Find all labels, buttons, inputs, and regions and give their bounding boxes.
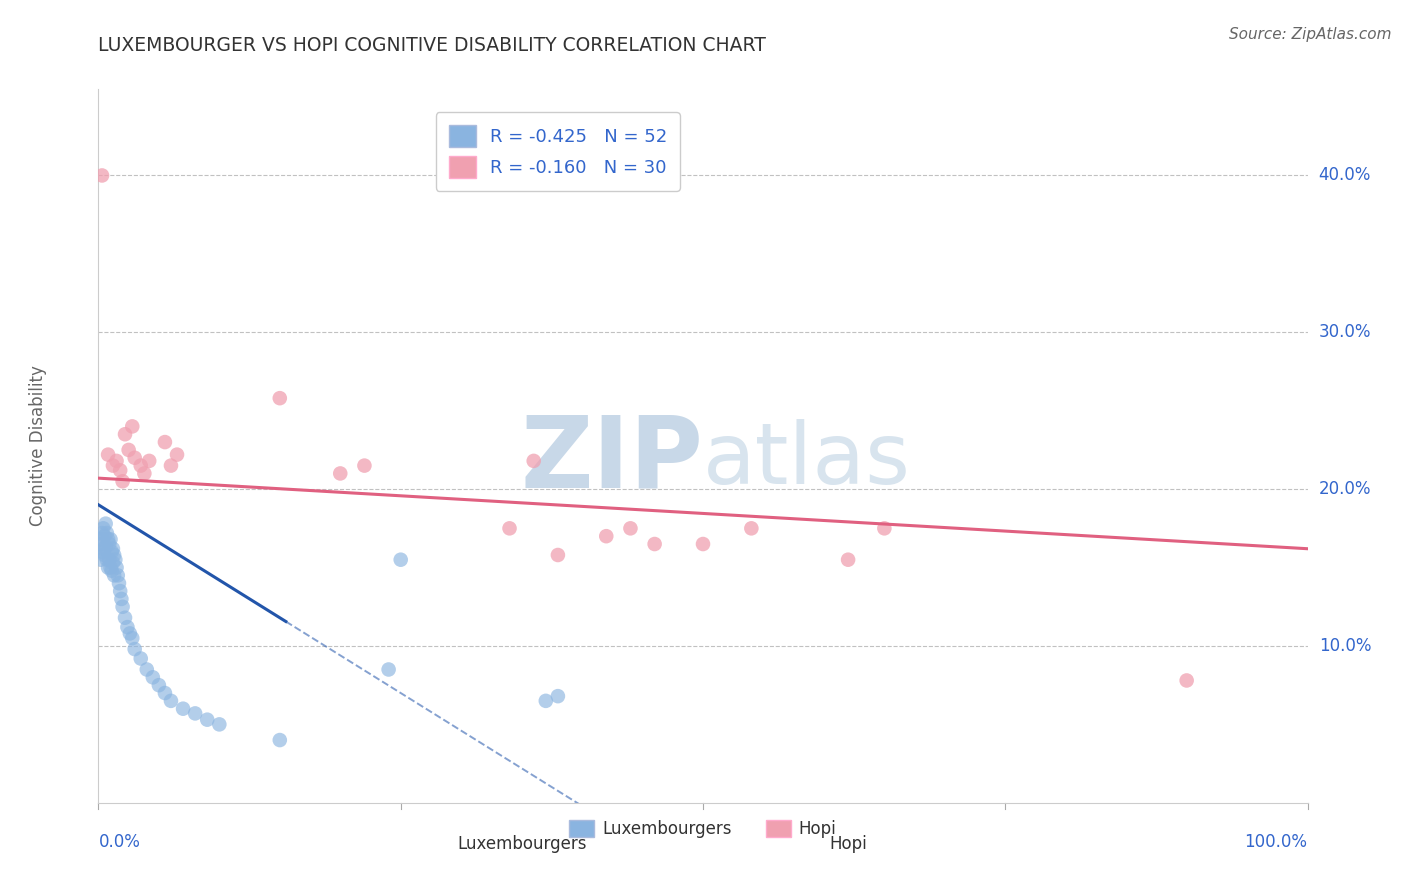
Point xyxy=(160,458,183,473)
Point xyxy=(94,516,117,531)
Text: 20.0%: 20.0% xyxy=(1319,480,1371,498)
Point xyxy=(96,526,118,541)
Point xyxy=(89,537,111,551)
Text: atlas: atlas xyxy=(703,418,911,502)
Point xyxy=(195,713,218,727)
Point xyxy=(153,686,176,700)
Point xyxy=(135,663,157,677)
Point xyxy=(97,533,120,547)
Point xyxy=(184,706,207,721)
Point xyxy=(153,435,176,450)
Point xyxy=(166,448,188,462)
Point xyxy=(118,442,141,457)
Point xyxy=(98,537,121,551)
Point xyxy=(96,552,118,566)
Point xyxy=(148,678,170,692)
Point xyxy=(93,548,115,562)
Point xyxy=(740,521,762,535)
Point xyxy=(523,454,546,468)
Point xyxy=(389,552,412,566)
Point xyxy=(97,560,120,574)
Point xyxy=(91,521,114,535)
Point xyxy=(172,702,194,716)
Point xyxy=(100,560,122,574)
Point xyxy=(129,651,152,665)
Point xyxy=(111,475,134,489)
Text: Hopi: Hopi xyxy=(830,835,868,853)
Text: 40.0%: 40.0% xyxy=(1319,167,1371,185)
Point xyxy=(103,568,125,582)
Text: Cognitive Disability: Cognitive Disability xyxy=(30,366,46,526)
Point xyxy=(117,620,139,634)
Text: Luxembourgers: Luxembourgers xyxy=(457,835,586,853)
Point xyxy=(100,533,122,547)
Point xyxy=(547,689,569,703)
Point xyxy=(110,591,132,606)
Point xyxy=(124,642,146,657)
Point xyxy=(269,733,291,747)
Point xyxy=(91,545,114,559)
Point xyxy=(134,467,156,481)
Point xyxy=(108,463,131,477)
Point xyxy=(547,548,569,562)
Text: 10.0%: 10.0% xyxy=(1319,637,1371,655)
Point xyxy=(101,458,124,473)
Point xyxy=(142,670,165,684)
Text: LUXEMBOURGER VS HOPI COGNITIVE DISABILITY CORRELATION CHART: LUXEMBOURGER VS HOPI COGNITIVE DISABILIT… xyxy=(98,36,766,54)
Point xyxy=(105,454,128,468)
Point xyxy=(595,529,617,543)
Point xyxy=(104,552,127,566)
Point xyxy=(103,548,125,562)
Point xyxy=(91,169,114,183)
Point xyxy=(108,584,131,599)
Point xyxy=(692,537,714,551)
Point xyxy=(91,541,114,556)
Point xyxy=(97,448,120,462)
Point xyxy=(114,611,136,625)
Point xyxy=(105,560,128,574)
Point xyxy=(114,427,136,442)
Point xyxy=(353,458,375,473)
Text: 100.0%: 100.0% xyxy=(1244,833,1308,851)
Text: Source: ZipAtlas.com: Source: ZipAtlas.com xyxy=(1229,27,1392,42)
Point xyxy=(873,521,896,535)
Point xyxy=(90,552,112,566)
Point xyxy=(111,599,134,614)
Point xyxy=(124,450,146,465)
Point xyxy=(269,391,291,405)
Text: 30.0%: 30.0% xyxy=(1319,323,1371,342)
Point xyxy=(377,663,399,677)
Point xyxy=(108,576,131,591)
Point xyxy=(98,552,121,566)
Point xyxy=(101,541,124,556)
Point xyxy=(121,631,143,645)
Point xyxy=(138,454,160,468)
Point xyxy=(94,540,117,554)
Point xyxy=(208,717,231,731)
Point xyxy=(1175,673,1198,688)
Point xyxy=(160,694,183,708)
Text: 0.0%: 0.0% xyxy=(98,833,141,851)
Point xyxy=(100,545,122,559)
Point xyxy=(619,521,641,535)
Point xyxy=(100,564,122,578)
Point xyxy=(837,552,859,566)
Point xyxy=(498,521,520,535)
Point xyxy=(101,556,124,570)
Point xyxy=(90,533,112,547)
Point xyxy=(121,419,143,434)
Point xyxy=(93,529,115,543)
Point xyxy=(118,626,141,640)
Text: ZIP: ZIP xyxy=(520,412,703,508)
Legend: Luxembourgers, Hopi: Luxembourgers, Hopi xyxy=(562,813,844,845)
Point xyxy=(644,537,666,551)
Point xyxy=(534,694,557,708)
Point xyxy=(329,467,352,481)
Point xyxy=(107,568,129,582)
Point xyxy=(129,458,152,473)
Point xyxy=(91,526,114,541)
